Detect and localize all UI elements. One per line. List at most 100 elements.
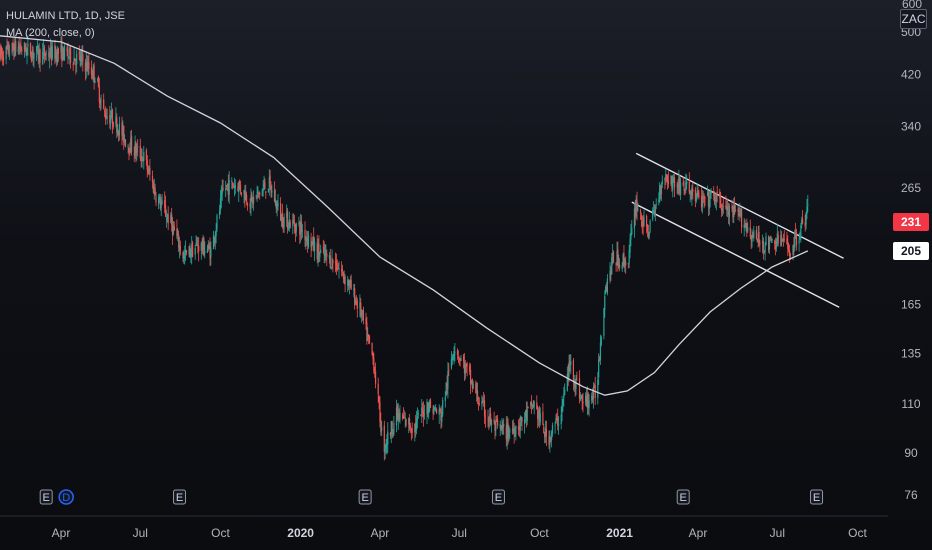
candle — [740, 208, 743, 234]
candle-body — [17, 46, 19, 53]
badge-label: E — [680, 492, 687, 504]
candle-body — [722, 206, 724, 208]
candle-body — [265, 191, 267, 194]
candle-body — [124, 139, 126, 142]
candle-body — [472, 383, 474, 389]
x-tick-label: Oct — [530, 526, 549, 540]
currency-label[interactable]: ZAC — [900, 9, 927, 29]
candle-body — [271, 190, 273, 193]
candle — [184, 245, 186, 265]
candle-body — [554, 424, 556, 426]
candle-body — [646, 215, 648, 227]
candle — [300, 214, 303, 240]
candle-body — [141, 156, 143, 160]
candle-body — [525, 409, 527, 419]
candle — [518, 418, 520, 437]
candle — [496, 415, 498, 423]
candle — [189, 243, 191, 259]
candle-body — [423, 414, 425, 416]
candle-body — [301, 230, 303, 232]
candle — [775, 237, 778, 252]
candle-body — [361, 312, 363, 315]
candle — [432, 405, 434, 421]
candle — [588, 394, 590, 417]
candle-body — [622, 255, 624, 266]
candle — [768, 235, 770, 253]
candle — [562, 398, 564, 412]
candle-body — [640, 214, 642, 221]
candle-body — [287, 227, 290, 229]
candle — [280, 197, 282, 222]
dividend-badge[interactable]: D — [58, 489, 74, 505]
candle — [544, 420, 547, 444]
symbol-legend[interactable]: HULAMIN LTD, 1D, JSE — [6, 10, 125, 22]
candle-body — [780, 235, 782, 246]
candle — [576, 371, 578, 381]
candle — [652, 207, 654, 222]
candle — [591, 392, 593, 405]
earnings-badge[interactable]: E — [358, 489, 372, 505]
candle — [513, 422, 515, 444]
candle-body — [359, 302, 361, 309]
candle — [758, 225, 760, 247]
candle — [21, 46, 23, 55]
candle-body — [667, 180, 669, 185]
candle-body — [634, 208, 636, 217]
candle-body — [551, 432, 553, 440]
candle — [537, 407, 540, 427]
candle-body — [682, 182, 684, 186]
candle — [338, 261, 340, 279]
candle-body — [293, 221, 295, 223]
candle-body — [806, 206, 808, 214]
candle-body — [411, 428, 413, 433]
candle — [8, 45, 11, 60]
candle-body — [439, 408, 441, 411]
candle-body — [684, 189, 686, 191]
candle — [582, 392, 584, 413]
candle — [116, 113, 118, 139]
candle-body — [337, 267, 339, 269]
candle — [720, 192, 722, 209]
earnings-badge[interactable]: E — [173, 489, 187, 505]
candle-body — [228, 179, 230, 195]
earnings-badge[interactable]: E — [676, 489, 690, 505]
candle-body — [390, 421, 392, 435]
candle-body — [429, 401, 431, 411]
candle — [600, 335, 602, 347]
candle-body — [783, 239, 785, 241]
candle — [575, 374, 577, 396]
candle — [121, 116, 123, 146]
candle-body — [726, 208, 728, 211]
candle — [191, 235, 193, 265]
candle-body — [621, 265, 623, 269]
candle — [88, 53, 90, 75]
candle — [324, 244, 326, 263]
earnings-badge[interactable]: E — [810, 489, 824, 505]
candle-body — [761, 240, 764, 244]
indicator-legend[interactable]: MA (200, close, 0) — [6, 27, 95, 39]
candle-body — [354, 300, 357, 303]
candle-body — [647, 232, 649, 236]
candle — [751, 228, 753, 248]
candle-body — [408, 418, 410, 425]
candle-body — [332, 259, 334, 264]
candle-body — [794, 232, 796, 248]
candle-body — [142, 158, 144, 162]
candle — [665, 168, 667, 186]
candle — [673, 172, 676, 198]
earnings-badge[interactable]: E — [491, 489, 505, 505]
candle-body — [42, 48, 45, 50]
candle-body — [185, 250, 188, 253]
candle — [458, 356, 460, 366]
candle-body — [158, 196, 161, 201]
candle-body — [460, 357, 462, 361]
earnings-badge[interactable]: E — [39, 489, 53, 505]
candle — [606, 274, 608, 296]
candle — [639, 208, 642, 220]
earnings-badge-box — [810, 489, 824, 505]
candle-body — [109, 115, 111, 124]
candle-body — [508, 433, 510, 437]
candle-body — [563, 393, 565, 399]
